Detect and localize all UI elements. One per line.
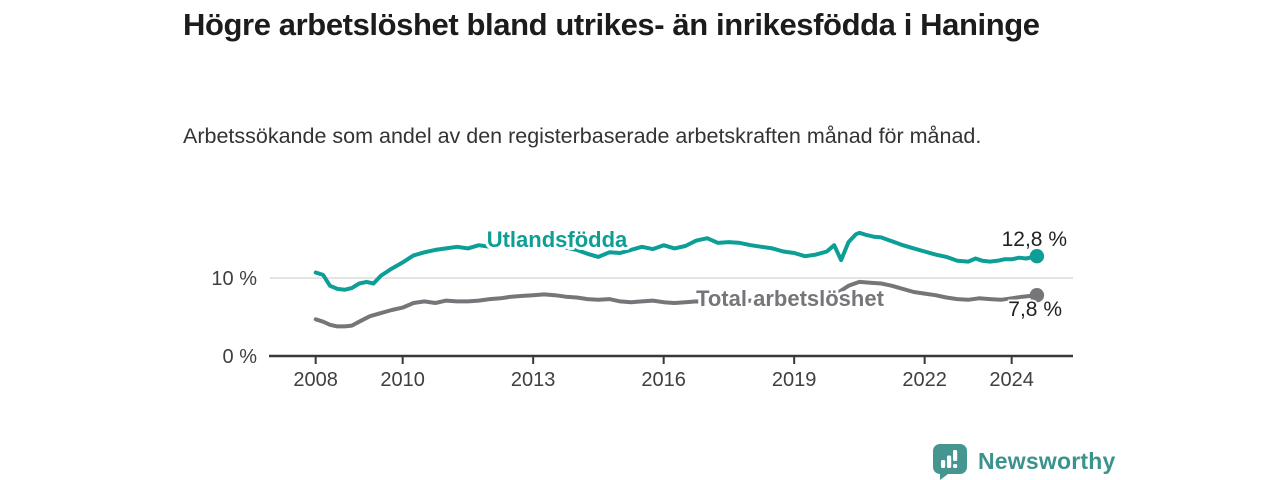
chart-subtitle: Arbetssökande som andel av den registerb… <box>183 124 982 148</box>
x-tick-label-2010: 2010 <box>380 369 425 391</box>
chart-header: Högre arbetslöshet bland utrikes- än inr… <box>183 6 1040 44</box>
series-value-label-1: 7,8 % <box>1008 298 1062 321</box>
series-end-dot-0 <box>1029 249 1045 264</box>
series-value-label-0: 12,8 % <box>1002 228 1067 251</box>
brand-name: Newsworthy <box>978 448 1116 474</box>
series-line-0 <box>313 230 1039 292</box>
y-tick-label-10: 10 % <box>211 268 257 290</box>
series-name-label-0: Utlandsfödda <box>487 227 628 252</box>
x-tick-label-2024: 2024 <box>989 369 1034 391</box>
brand-footer: Newsworthy <box>932 443 1115 480</box>
x-tick-label-2022: 2022 <box>902 369 947 391</box>
x-tick-label-2019: 2019 <box>772 369 817 391</box>
newsworthy-logo-icon <box>932 443 968 480</box>
y-tick-label-0: 0 % <box>223 346 258 368</box>
x-tick-label-2013: 2013 <box>511 369 556 391</box>
x-tick-label-2008: 2008 <box>293 369 338 391</box>
series-end-dot-1 <box>1029 288 1045 303</box>
series-line-1 <box>313 279 1039 329</box>
x-tick-label-2016: 2016 <box>641 369 686 391</box>
page-title: Högre arbetslöshet bland utrikes- än inr… <box>183 7 1040 42</box>
series-name-label-1: Total arbetslöshet <box>696 286 885 311</box>
